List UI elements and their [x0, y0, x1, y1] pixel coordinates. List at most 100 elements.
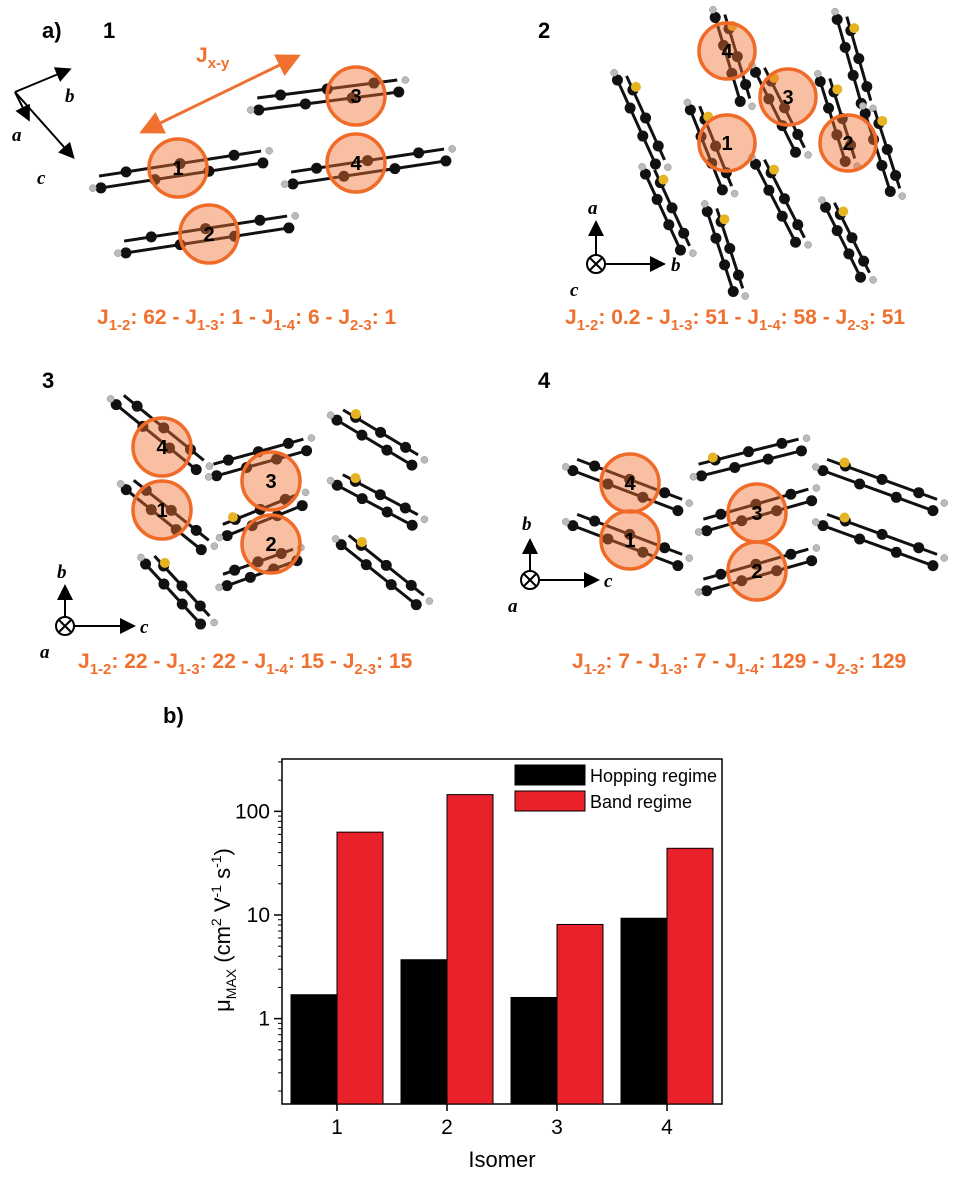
- molecule: [812, 512, 948, 572]
- y-tick-label: 10: [247, 904, 270, 927]
- quadrant-2: 2 a b c 4 3 1 2 J1-2: 0.2 - J1-3: 51 - J1-4…: [538, 6, 906, 334]
- molecule-stack: 4 3 1 2: [610, 6, 906, 300]
- molecule: [326, 408, 429, 471]
- molecule-highlight: [325, 65, 387, 127]
- jxy-label: J: [196, 44, 208, 67]
- molecule: [89, 147, 273, 194]
- jxy-arrow: Jx-y: [139, 44, 301, 134]
- legend-label-band: Band regime: [590, 792, 692, 812]
- axis-label: b: [65, 86, 75, 107]
- axis-label: c: [37, 168, 46, 189]
- bar-band-isomer-1: [336, 831, 384, 1105]
- molecule-stack: 1 2 3 4: [89, 65, 456, 265]
- coupling-line: J1-2: 62 - J1-3: 1 - J1-4: 6 - J2-3: 1: [97, 306, 397, 334]
- axis-label: a: [12, 125, 22, 146]
- bar-hopping-isomer-3: [510, 996, 558, 1105]
- x-tick-label: 4: [661, 1116, 673, 1139]
- jxy-sub: x-y: [208, 55, 230, 72]
- sulfur-atom: [769, 164, 780, 175]
- molecule: [610, 69, 672, 171]
- molecule: [709, 6, 756, 110]
- molecule-stack: 4 1 3 2: [561, 434, 948, 602]
- molecule: [116, 479, 219, 556]
- legend: Hopping regime Band regime: [514, 764, 717, 812]
- molecule-number: 2: [842, 133, 853, 155]
- bar-band-isomer-3: [556, 923, 604, 1105]
- molecule-number: 2: [265, 534, 276, 556]
- molecule-highlight: [178, 203, 240, 265]
- x-tick-label: 1: [331, 1116, 343, 1139]
- y-axis-ticks: 1 10 100: [235, 761, 282, 1092]
- molecule-number: 3: [751, 503, 762, 525]
- molecule-highlight: [599, 509, 661, 571]
- molecule: [137, 553, 218, 630]
- axis-label: c: [570, 280, 579, 301]
- molecule: [694, 484, 821, 537]
- y-tick-label: 1: [258, 1008, 270, 1031]
- molecule-highlight: [758, 67, 818, 127]
- sulfur-atom: [350, 409, 361, 420]
- molecule-highlight: [697, 21, 757, 81]
- crystal-axes: b c a: [40, 562, 149, 663]
- sulfur-atom: [658, 174, 669, 185]
- molecule: [326, 473, 429, 531]
- svg-text:Jx-y: Jx-y: [196, 44, 230, 72]
- sulfur-atom: [356, 536, 367, 547]
- molecule-number: 4: [350, 153, 362, 175]
- molecule-highlight: [726, 540, 788, 602]
- quadrant-1: 1 b a c Jx-y 1 2 3 4 J1-2: 62 - J1-3: 1 - J…: [12, 18, 456, 334]
- sulfur-atom: [630, 81, 641, 92]
- legend-swatch-band: [514, 790, 586, 812]
- molecule-highlight: [131, 416, 193, 478]
- molecule: [638, 163, 697, 257]
- panel-a: a) 1 b a c Jx-y 1 2 3 4 J1-2: 62 - J1-3: 1 …: [12, 6, 948, 678]
- quadrant-3: 3 b c a 4 1 3 2 J1-2: 22 - J1-3: 22 - J1-4:…: [40, 368, 434, 678]
- molecule-number: 4: [156, 437, 168, 459]
- bar-band-isomer-2: [446, 794, 494, 1105]
- crystal-axes: b a c: [12, 67, 75, 189]
- quadrant-number: 2: [538, 18, 550, 43]
- axis-label: b: [522, 514, 532, 535]
- coupling-line: J1-2: 0.2 - J1-3: 51 - J1-4: 58 - J2-3: …: [565, 306, 905, 334]
- bar-hopping-isomer-4: [620, 917, 668, 1105]
- legend-label-hopping: Hopping regime: [590, 766, 717, 786]
- molecule-number: 1: [624, 530, 635, 552]
- bar-chart: 1 10 100 1 2 3 4 Isomer μMAX (cm2 V-1 s-1) Ho…: [208, 758, 723, 1172]
- bar-hopping-isomer-2: [400, 959, 448, 1105]
- y-axis-label: μMAX (cm2 V-1 s-1): [208, 848, 239, 1012]
- molecule-highlight: [325, 132, 387, 194]
- axis-label: c: [140, 617, 149, 638]
- molecule: [812, 457, 948, 517]
- molecule-highlight: [240, 450, 302, 512]
- molecule-number: 3: [265, 471, 276, 493]
- molecule-highlight: [147, 137, 209, 199]
- axis-label: b: [671, 255, 681, 276]
- molecule: [204, 434, 316, 482]
- sulfur-atom: [227, 512, 238, 523]
- molecule: [818, 196, 877, 284]
- molecule: [561, 512, 694, 572]
- axis-label: b: [57, 562, 67, 583]
- x-tick-label: 3: [551, 1116, 563, 1139]
- molecule-highlight: [240, 513, 302, 575]
- molecule: [281, 145, 456, 190]
- panel-b: b) 1 10 100 1 2 3 4 Isomer μMAX (cm2 V-1 s-1)…: [163, 703, 723, 1172]
- molecule-highlight: [818, 113, 878, 173]
- molecule: [561, 457, 694, 517]
- sulfur-atom: [832, 84, 843, 95]
- molecule-number: 1: [172, 158, 183, 180]
- molecule: [331, 534, 434, 611]
- x-axis-ticks: 1 2 3 4: [331, 1104, 673, 1139]
- sulfur-atom: [838, 206, 849, 217]
- panel-b-label: b): [163, 703, 184, 728]
- sulfur-atom: [877, 115, 888, 126]
- sulfur-atom: [839, 457, 850, 468]
- sulfur-atom: [839, 512, 850, 523]
- axis-label: a: [40, 642, 50, 663]
- molecule-number: 4: [721, 41, 733, 63]
- molecule-number: 3: [782, 87, 793, 109]
- coupling-line: J1-2: 22 - J1-3: 22 - J1-4: 15 - J2-3: 1…: [78, 650, 413, 678]
- molecule-number: 1: [156, 500, 167, 522]
- sulfur-atom: [849, 23, 860, 34]
